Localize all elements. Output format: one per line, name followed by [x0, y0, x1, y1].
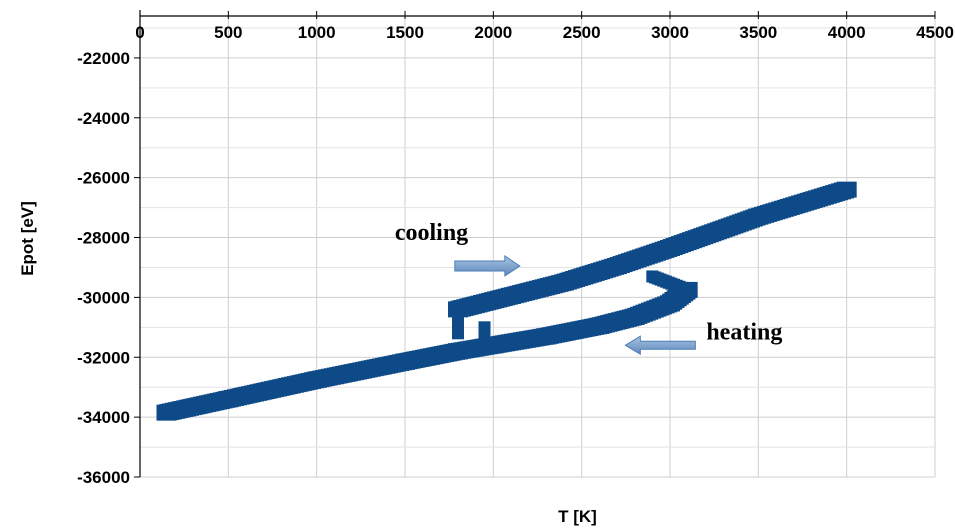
- data-point: [452, 327, 464, 340]
- annotation-label: heating: [706, 319, 782, 345]
- grid: [140, 16, 936, 478]
- annotation-cooling: cooling: [395, 220, 521, 277]
- y-tick-label: -30000: [77, 288, 130, 307]
- data-point: [681, 283, 694, 296]
- x-tick-label: 1000: [298, 23, 336, 42]
- x-tick-label: 2500: [563, 23, 601, 42]
- data-points: [156, 181, 857, 421]
- y-tick-label: -32000: [77, 348, 130, 367]
- y-tick-label: -26000: [77, 169, 130, 188]
- y-tick-label: -28000: [77, 229, 130, 248]
- x-axis-title: T [K]: [558, 507, 597, 526]
- x-tick-label: 500: [214, 23, 242, 42]
- annotations: cooling heating: [395, 220, 782, 356]
- x-tick-label: 2000: [474, 23, 512, 42]
- x-tick-label: 0: [135, 23, 144, 42]
- data-point: [478, 339, 491, 352]
- y-tick-label: -36000: [77, 468, 130, 487]
- y-tick-labels: -22000 -24000 -26000 -28000 -30000 -32000 -340…: [77, 49, 130, 487]
- y-axis-title: Epot [eV]: [18, 201, 37, 276]
- arrow-left-icon: [624, 335, 696, 356]
- x-tick-label: 1500: [386, 23, 424, 42]
- annotation-heating: heating: [624, 319, 782, 356]
- x-tick-label: 4500: [916, 23, 954, 42]
- arrow-right-icon: [454, 255, 521, 277]
- x-tick-label: 4000: [828, 23, 866, 42]
- x-tick-label: 3500: [739, 23, 777, 42]
- x-tick-labels: 0 500 1000 1500 2000 2500 3000 3500 4000 4500: [135, 23, 954, 42]
- y-tick-label: -22000: [77, 49, 130, 68]
- x-tick-label: 3000: [651, 23, 689, 42]
- y-tick-label: -24000: [77, 109, 130, 128]
- axes: [134, 10, 936, 478]
- annotation-label: cooling: [395, 220, 468, 246]
- y-tick-label: -34000: [77, 408, 130, 427]
